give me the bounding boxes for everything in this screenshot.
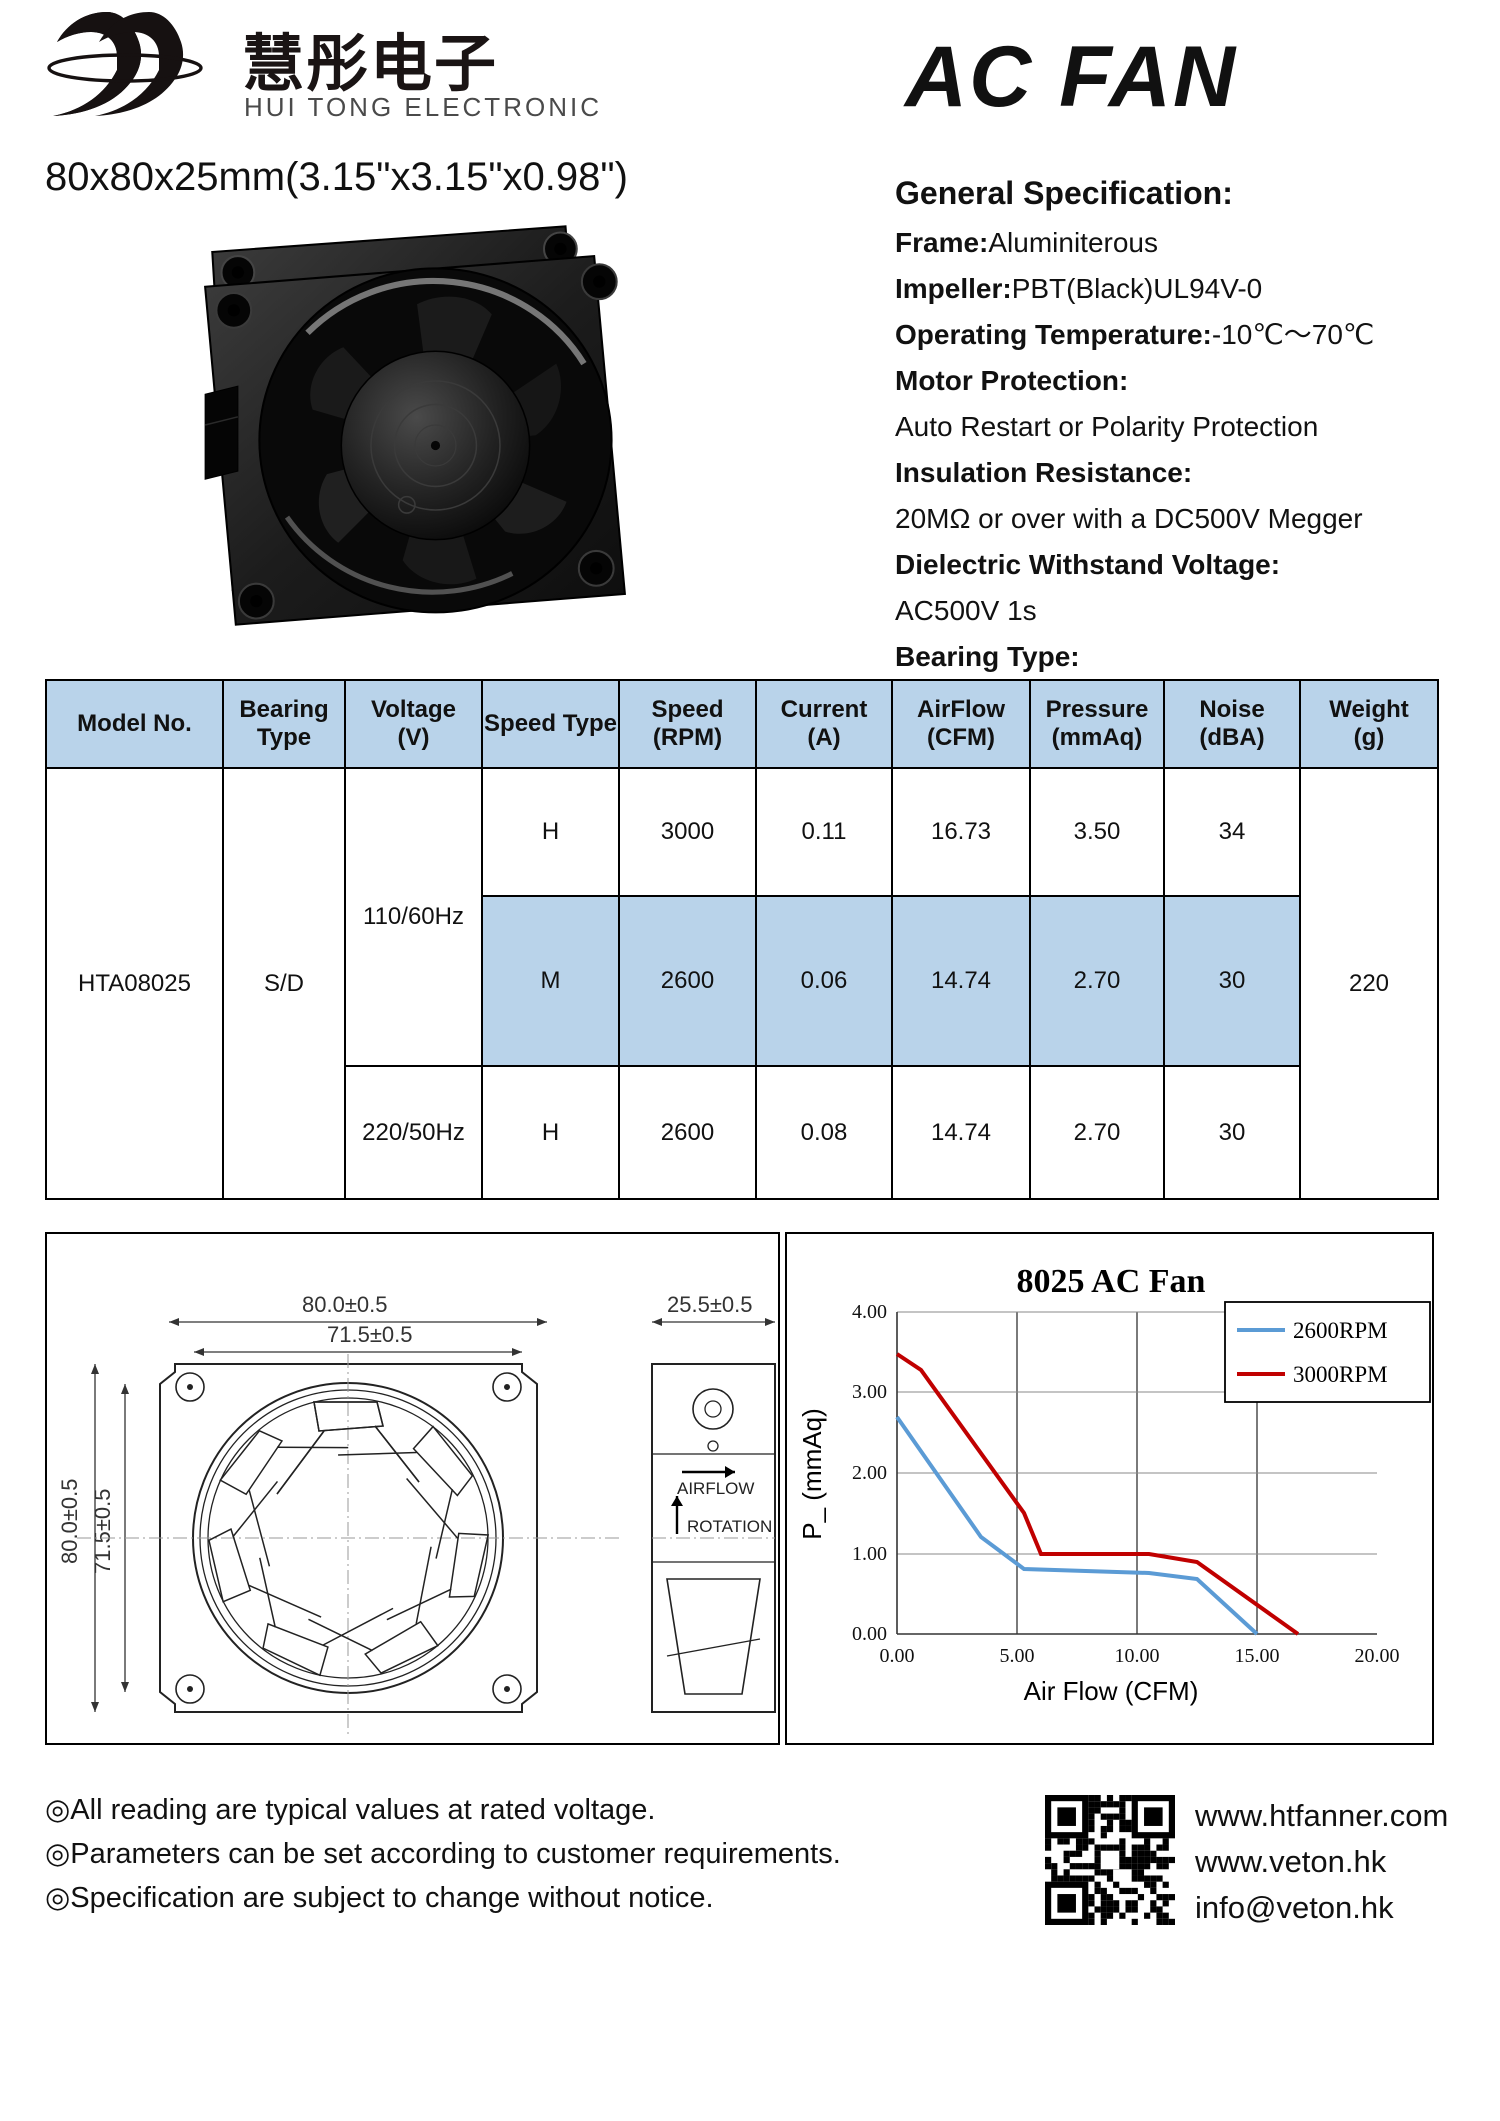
svg-text:8025 AC Fan: 8025 AC Fan (1017, 1263, 1206, 1300)
svg-text:P_ (mmAq): P_ (mmAq) (797, 1408, 827, 1539)
svg-text:AIRFLOW: AIRFLOW (677, 1479, 754, 1498)
svg-text:80.0±0.5: 80.0±0.5 (57, 1479, 82, 1564)
svg-text:Air Flow (CFM): Air Flow (CFM) (1024, 1676, 1199, 1706)
svg-text:ROTATION: ROTATION (687, 1517, 772, 1536)
svg-text:80.0±0.5: 80.0±0.5 (302, 1292, 387, 1317)
svg-text:20.00: 20.00 (1355, 1645, 1400, 1667)
svg-text:3.00: 3.00 (852, 1381, 887, 1403)
svg-text:4.00: 4.00 (852, 1301, 887, 1323)
svg-text:5.00: 5.00 (1000, 1645, 1035, 1667)
svg-text:2600RPM: 2600RPM (1293, 1318, 1388, 1343)
svg-text:71.5±0.5: 71.5±0.5 (327, 1322, 412, 1347)
svg-text:15.00: 15.00 (1235, 1645, 1280, 1667)
svg-text:0.00: 0.00 (852, 1623, 887, 1645)
svg-text:0.00: 0.00 (880, 1645, 915, 1667)
svg-text:25.5±0.5: 25.5±0.5 (667, 1292, 752, 1317)
svg-text:2.00: 2.00 (852, 1462, 887, 1484)
svg-text:1.00: 1.00 (852, 1543, 887, 1565)
svg-text:3000RPM: 3000RPM (1293, 1362, 1388, 1387)
svg-text:71.5±0.5: 71.5±0.5 (90, 1489, 115, 1574)
svg-text:10.00: 10.00 (1115, 1645, 1160, 1667)
